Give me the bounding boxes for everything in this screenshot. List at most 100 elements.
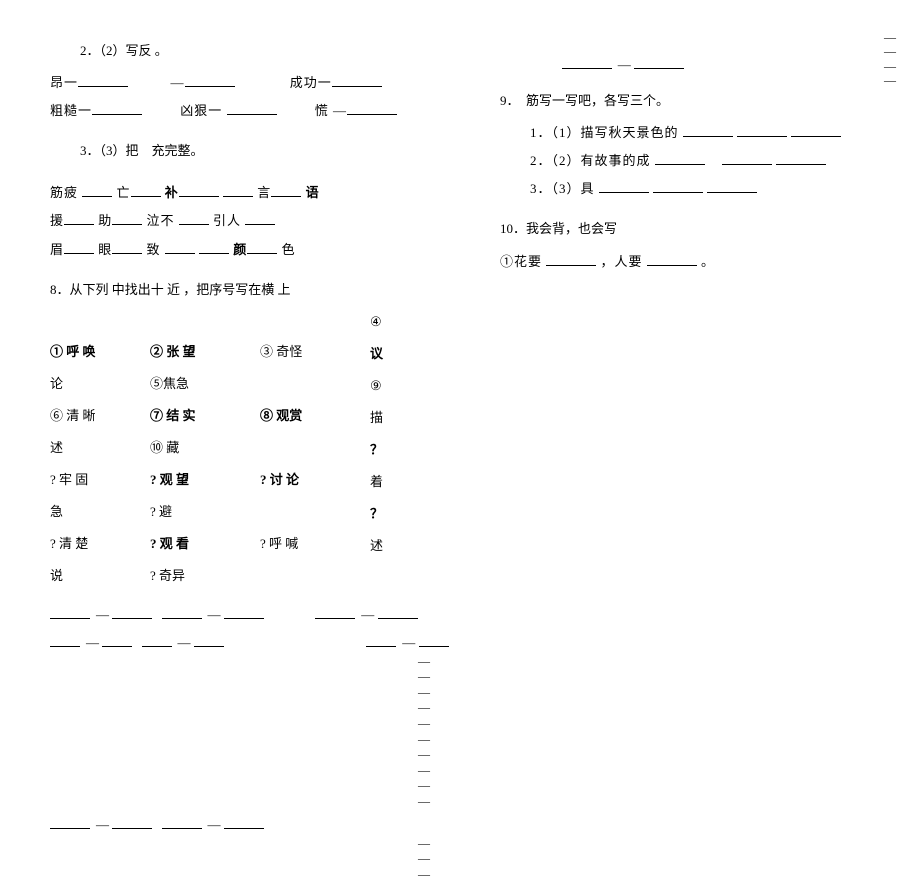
blank[interactable] bbox=[64, 212, 94, 225]
page: 2．（2）写反 。 昂一 — 成功一 粗糙一 凶狠一 慌 — 3．（3）把 充完… bbox=[50, 40, 870, 883]
text: 成功一 bbox=[290, 75, 332, 90]
w: 急 bbox=[50, 504, 63, 519]
blank[interactable] bbox=[64, 241, 94, 254]
text: 助 bbox=[98, 213, 112, 228]
text: 粗糙一 bbox=[50, 103, 92, 118]
dash: — bbox=[418, 732, 430, 748]
blank[interactable] bbox=[112, 606, 152, 619]
blank[interactable] bbox=[199, 241, 229, 254]
blank[interactable] bbox=[647, 253, 697, 266]
blank[interactable] bbox=[653, 180, 703, 193]
blank[interactable] bbox=[179, 184, 219, 197]
text: 慌 — bbox=[315, 103, 347, 118]
blank[interactable] bbox=[78, 74, 128, 87]
blank[interactable] bbox=[722, 152, 772, 165]
blank[interactable] bbox=[165, 241, 195, 254]
blank[interactable] bbox=[599, 180, 649, 193]
blank[interactable] bbox=[179, 212, 209, 225]
blank[interactable] bbox=[162, 816, 202, 829]
word-table: ① 呼 唤 论 ⑥ 清 晰 述 ? 牢 固 急 ? 清 楚 说 ② 张 望 ⑤焦… bbox=[50, 311, 460, 598]
dash: — bbox=[884, 30, 896, 44]
blank[interactable] bbox=[224, 606, 264, 619]
text: 亡 bbox=[117, 185, 131, 200]
w: ① 呼 唤 bbox=[50, 344, 96, 359]
dash: — bbox=[418, 716, 430, 732]
w: ⑩ 藏 bbox=[150, 440, 179, 455]
w: 说 bbox=[50, 568, 63, 583]
blank[interactable] bbox=[50, 816, 90, 829]
wcol1: ① 呼 唤 论 ⑥ 清 晰 述 ? 牢 固 急 ? 清 楚 说 bbox=[50, 311, 150, 598]
blank[interactable] bbox=[791, 124, 841, 137]
blank[interactable] bbox=[245, 212, 275, 225]
blank[interactable] bbox=[347, 102, 397, 115]
q8-blanks-row3: — — bbox=[50, 814, 460, 836]
text: 致 bbox=[147, 242, 161, 257]
w: ? 避 bbox=[150, 504, 172, 519]
text: 补 bbox=[165, 185, 179, 200]
q8-blanks-row2: — — — bbox=[50, 632, 460, 654]
w: ？ bbox=[370, 506, 383, 521]
dash: — bbox=[418, 763, 430, 779]
blank[interactable] bbox=[655, 152, 705, 165]
blank[interactable] bbox=[223, 184, 253, 197]
dash-stack-top-right: — — — — bbox=[884, 30, 896, 88]
vertical-dashes-mid: — — — — — — — — — — bbox=[420, 654, 430, 810]
w: ⑧ 观赏 bbox=[260, 408, 302, 423]
blank[interactable] bbox=[419, 634, 449, 647]
w: ? 观 望 bbox=[150, 472, 189, 487]
blank[interactable] bbox=[247, 241, 277, 254]
text: 眉 bbox=[50, 242, 64, 257]
q3-heading: 3．（3）把 充完整。 bbox=[50, 140, 460, 162]
blank[interactable] bbox=[378, 606, 418, 619]
w: ？ bbox=[370, 442, 383, 457]
blank[interactable] bbox=[112, 816, 152, 829]
blank[interactable] bbox=[546, 253, 596, 266]
text: 1．（1）描写秋天景色的 bbox=[530, 125, 679, 140]
blank[interactable] bbox=[271, 184, 301, 197]
w: ④ bbox=[370, 314, 382, 329]
blank[interactable] bbox=[683, 124, 733, 137]
blank[interactable] bbox=[366, 634, 396, 647]
q3-row2: 援 助 泣不 引人 bbox=[50, 210, 460, 232]
dash: — bbox=[884, 44, 896, 58]
blank[interactable] bbox=[737, 124, 787, 137]
blank[interactable] bbox=[707, 180, 757, 193]
text: 筋疲 bbox=[50, 185, 78, 200]
w: ⑦ 结 实 bbox=[150, 408, 196, 423]
dash: — bbox=[884, 59, 896, 73]
dash: — bbox=[418, 867, 430, 883]
dash: — bbox=[884, 73, 896, 87]
text: 色 bbox=[282, 242, 296, 257]
w: ? 呼 喊 bbox=[260, 536, 298, 551]
text: 昂一 bbox=[50, 75, 78, 90]
text: 眼 bbox=[98, 242, 112, 257]
blank[interactable] bbox=[227, 102, 277, 115]
blank[interactable] bbox=[194, 634, 224, 647]
blank[interactable] bbox=[142, 634, 172, 647]
blank[interactable] bbox=[332, 74, 382, 87]
blank[interactable] bbox=[776, 152, 826, 165]
blank[interactable] bbox=[162, 606, 202, 619]
blank[interactable] bbox=[185, 74, 235, 87]
w: ? 清 楚 bbox=[50, 536, 88, 551]
text: 语 bbox=[306, 185, 320, 200]
w: ⑨ bbox=[370, 378, 382, 393]
blank[interactable] bbox=[102, 634, 132, 647]
blank[interactable] bbox=[112, 212, 142, 225]
q8-heading: 8．从下列 中找出十 近 ，把序号写在横 上 bbox=[50, 279, 460, 301]
w: ? 观 看 bbox=[150, 536, 189, 551]
blank[interactable] bbox=[82, 184, 112, 197]
blank[interactable] bbox=[634, 56, 684, 69]
blank[interactable] bbox=[112, 241, 142, 254]
blank[interactable] bbox=[92, 102, 142, 115]
right-top-blanks: — bbox=[500, 54, 860, 76]
blank[interactable] bbox=[315, 606, 355, 619]
blank[interactable] bbox=[50, 634, 80, 647]
blank[interactable] bbox=[224, 816, 264, 829]
blank[interactable] bbox=[562, 56, 612, 69]
wcol-side: ④ 议 ⑨ 描 ？ 着 ？ 述 bbox=[370, 311, 410, 598]
w: ⑤焦急 bbox=[150, 376, 189, 391]
dash: — bbox=[418, 654, 430, 670]
blank[interactable] bbox=[131, 184, 161, 197]
blank[interactable] bbox=[50, 606, 90, 619]
